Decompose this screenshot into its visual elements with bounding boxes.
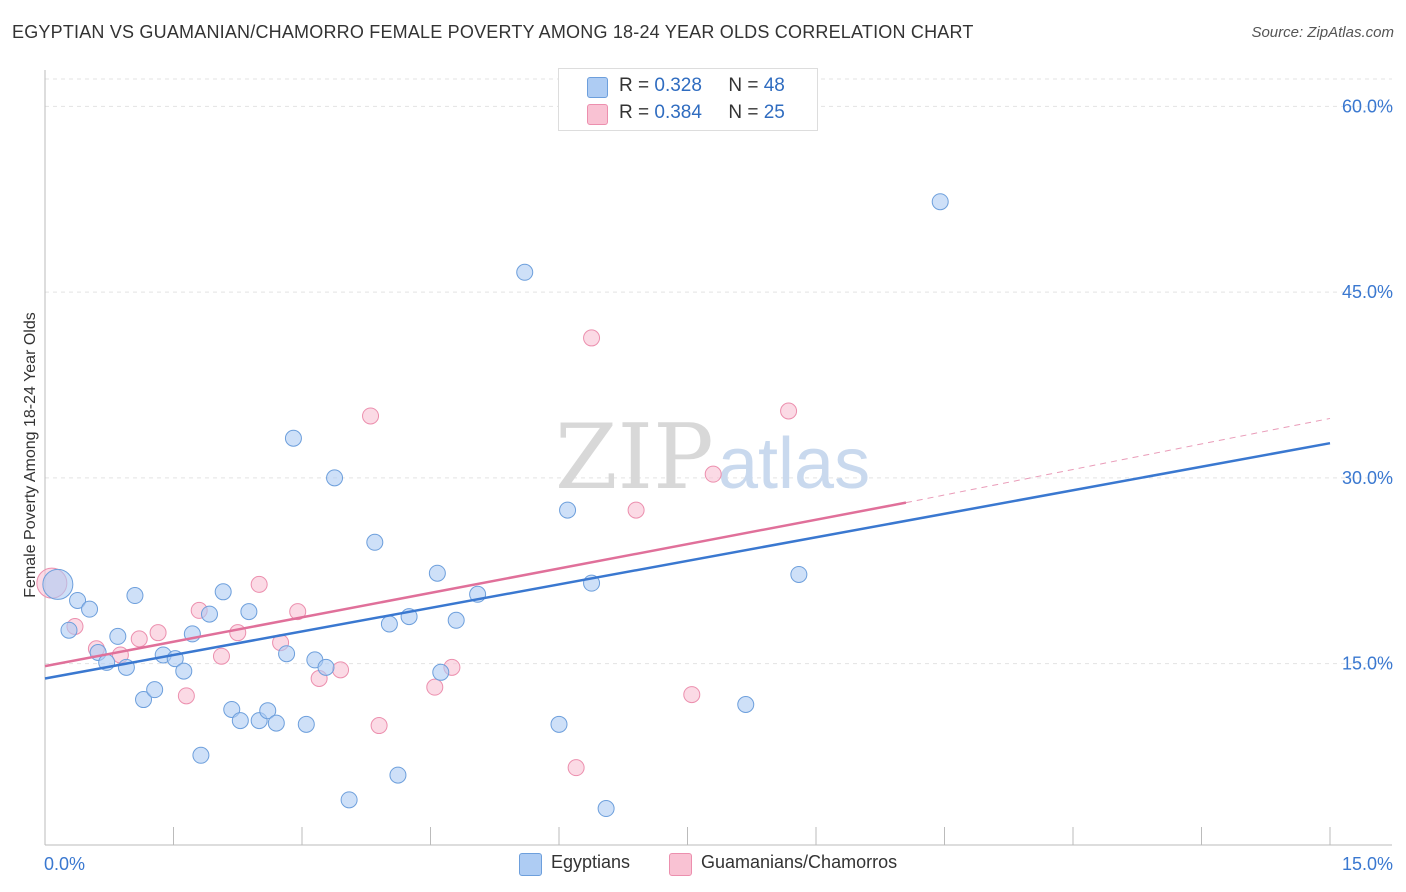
legend-swatch-pink bbox=[587, 104, 608, 125]
guamanian-point bbox=[289, 603, 307, 621]
egyptian-point bbox=[146, 681, 164, 699]
legend-label: Guamanians/Chamorros bbox=[701, 852, 898, 872]
n-value: 48 bbox=[763, 75, 785, 96]
egyptian-point bbox=[380, 615, 398, 633]
legend-swatch-blue bbox=[519, 853, 542, 876]
guamanian-point bbox=[362, 407, 380, 425]
egyptian-point bbox=[135, 691, 153, 709]
egyptian-point bbox=[428, 564, 446, 582]
legend-swatch-pink bbox=[669, 853, 692, 876]
egyptian-point bbox=[790, 565, 808, 583]
egyptian-point bbox=[737, 696, 755, 714]
x-tick-label: 15.0% bbox=[1342, 854, 1393, 874]
egyptian-point bbox=[214, 583, 232, 601]
egyptian-point bbox=[192, 746, 210, 764]
guamanian-point bbox=[130, 630, 148, 648]
egyptian-point bbox=[597, 800, 615, 818]
r-label: R = bbox=[619, 102, 650, 123]
grid-lines bbox=[45, 78, 1392, 665]
r-label: R = bbox=[619, 75, 650, 96]
n-label: N = bbox=[728, 75, 759, 96]
r-value: 0.384 bbox=[654, 102, 702, 123]
guamanian-point bbox=[583, 329, 601, 347]
egyptian-point bbox=[516, 263, 534, 281]
egyptian-point bbox=[109, 627, 127, 645]
guamanian-point bbox=[627, 501, 645, 519]
egyptian-point bbox=[366, 533, 384, 551]
legend-swatch-blue bbox=[587, 77, 608, 98]
guamanian-point bbox=[177, 687, 195, 705]
data-points bbox=[36, 193, 949, 818]
egyptian-point bbox=[432, 663, 450, 681]
watermark-zip: ZIP bbox=[555, 405, 714, 510]
egyptian-point bbox=[240, 603, 258, 621]
egyptian-point bbox=[259, 702, 277, 720]
egyptian-point bbox=[340, 791, 358, 809]
guamanian-point bbox=[149, 624, 167, 642]
egyptian-point bbox=[278, 645, 296, 663]
chart-title: EGYPTIAN VS GUAMANIAN/CHAMORRO FEMALE PO… bbox=[12, 22, 974, 42]
guamanian-point bbox=[567, 759, 585, 777]
r-value: 0.328 bbox=[654, 75, 702, 96]
guamanian-trend-extension bbox=[905, 417, 1331, 504]
n-value: 25 bbox=[763, 102, 785, 123]
egyptian-point bbox=[317, 658, 335, 676]
egyptian-trend-line bbox=[44, 441, 1331, 680]
egyptian-point bbox=[126, 587, 144, 605]
guamanian-point bbox=[212, 647, 230, 665]
axes bbox=[44, 70, 1392, 846]
correlation-legend: R = 0.328 N = 48 R = 0.384 N = 25 bbox=[558, 68, 818, 131]
egyptian-point bbox=[550, 715, 568, 733]
egyptian-point bbox=[284, 429, 302, 447]
y-axis-label: Female Poverty Among 18-24 Year Olds bbox=[22, 312, 39, 598]
source-credit: Source: ZipAtlas.com bbox=[1251, 24, 1394, 41]
egyptian-point bbox=[60, 621, 78, 639]
egyptian-point bbox=[326, 469, 344, 487]
egyptian-point bbox=[389, 766, 407, 784]
trend-lines bbox=[44, 417, 1331, 680]
guamanian-point bbox=[332, 661, 350, 679]
egyptian-point bbox=[175, 662, 193, 680]
egyptian-point bbox=[559, 501, 577, 519]
egyptian-point bbox=[931, 193, 949, 211]
egyptian-point bbox=[69, 591, 87, 609]
egyptian-point bbox=[42, 568, 74, 600]
n-label: N = bbox=[728, 102, 759, 123]
guamanian-trend-line bbox=[44, 501, 907, 668]
watermark-atlas: atlas bbox=[718, 424, 870, 504]
x-tick-label: 0.0% bbox=[44, 854, 85, 874]
egyptian-point bbox=[231, 712, 249, 730]
y-tick-label: 45.0% bbox=[1342, 282, 1393, 302]
tick-labels: 15.0% 30.0% 45.0% 60.0% 0.0% 15.0% bbox=[44, 96, 1393, 874]
y-tick-label: 15.0% bbox=[1342, 654, 1393, 674]
egyptian-point bbox=[200, 605, 218, 623]
guamanian-point bbox=[426, 678, 444, 696]
guamanian-point bbox=[229, 624, 247, 642]
guamanian-point bbox=[370, 717, 388, 735]
legend-label: Egyptians bbox=[551, 852, 631, 872]
egyptian-point bbox=[447, 611, 465, 629]
guamanian-point bbox=[780, 402, 798, 420]
y-tick-label: 30.0% bbox=[1342, 468, 1393, 488]
egyptian-point bbox=[267, 714, 285, 732]
guamanian-point bbox=[250, 575, 268, 593]
egyptian-point bbox=[81, 600, 99, 618]
egyptian-point bbox=[297, 715, 315, 733]
guamanian-point bbox=[704, 465, 722, 483]
guamanian-point bbox=[683, 686, 701, 704]
y-tick-label: 60.0% bbox=[1342, 96, 1393, 116]
